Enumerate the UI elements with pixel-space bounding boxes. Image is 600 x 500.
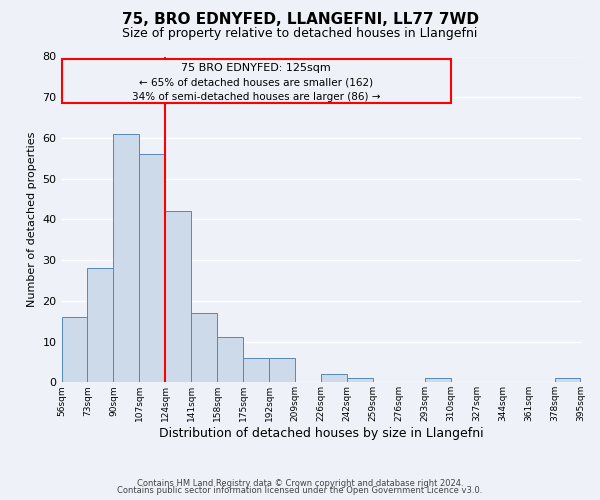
X-axis label: Distribution of detached houses by size in Llangefni: Distribution of detached houses by size … [159,427,484,440]
Text: Size of property relative to detached houses in Llangefni: Size of property relative to detached ho… [122,28,478,40]
Bar [191,313,217,382]
Bar [243,358,269,382]
Bar [554,378,580,382]
Bar [62,317,88,382]
Bar [62,58,451,104]
Bar [347,378,373,382]
Text: Contains HM Land Registry data © Crown copyright and database right 2024.: Contains HM Land Registry data © Crown c… [137,478,463,488]
Bar [139,154,166,382]
Bar [425,378,451,382]
Text: Contains public sector information licensed under the Open Government Licence v3: Contains public sector information licen… [118,486,482,495]
Text: 34% of semi-detached houses are larger (86) →: 34% of semi-detached houses are larger (… [132,92,380,102]
Bar [166,212,191,382]
Bar [321,374,347,382]
Text: 75 BRO EDNYFED: 125sqm: 75 BRO EDNYFED: 125sqm [181,64,331,74]
Text: 75, BRO EDNYFED, LLANGEFNI, LL77 7WD: 75, BRO EDNYFED, LLANGEFNI, LL77 7WD [121,12,479,28]
Bar [269,358,295,382]
Y-axis label: Number of detached properties: Number of detached properties [27,132,37,307]
Bar [113,134,139,382]
Bar [217,338,243,382]
Text: ← 65% of detached houses are smaller (162): ← 65% of detached houses are smaller (16… [139,78,373,88]
Bar [88,268,113,382]
